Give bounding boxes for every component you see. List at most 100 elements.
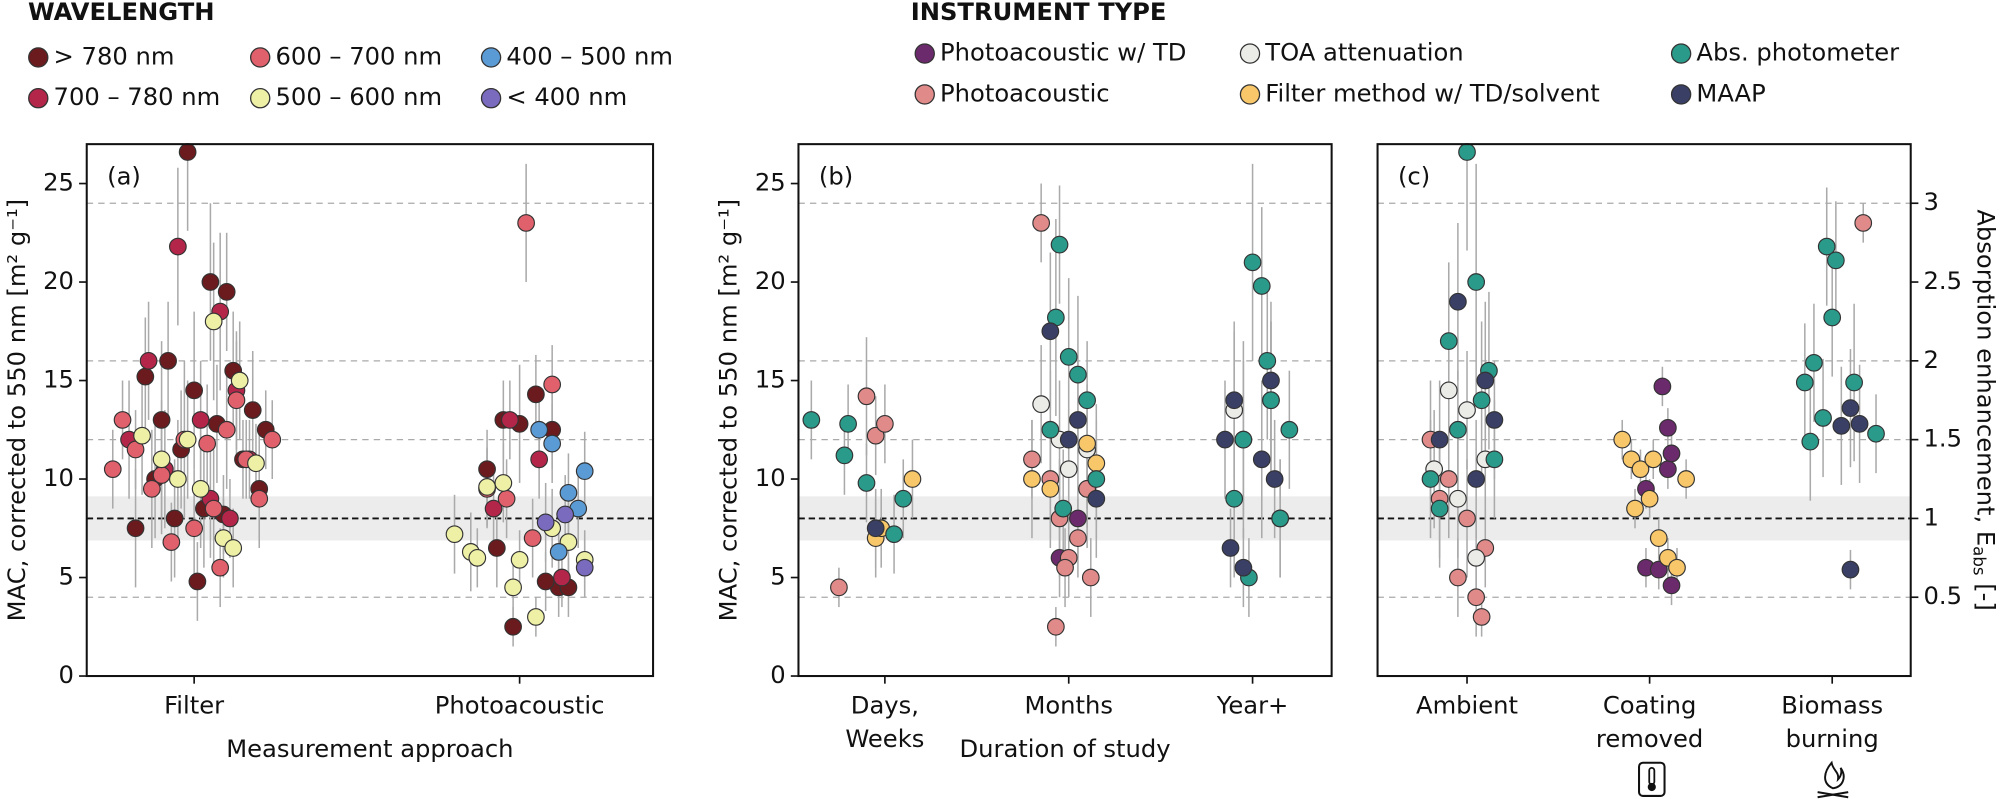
data-point bbox=[169, 237, 187, 256]
x-axis-label: Duration of study bbox=[959, 735, 1170, 763]
data-point bbox=[1252, 450, 1271, 469]
data-point bbox=[1271, 509, 1290, 528]
data-point bbox=[1649, 560, 1668, 579]
data-point bbox=[1659, 418, 1677, 437]
data-point bbox=[1265, 470, 1284, 488]
data-point bbox=[1056, 558, 1074, 577]
legend-marker bbox=[28, 47, 49, 68]
data-point bbox=[504, 578, 522, 597]
data-point bbox=[504, 617, 522, 636]
data-point bbox=[1644, 450, 1663, 469]
data-point bbox=[1023, 470, 1041, 488]
data-point bbox=[494, 474, 513, 492]
y2-tick-label: 0.5 bbox=[1923, 582, 1962, 610]
data-point bbox=[152, 411, 171, 429]
data-point bbox=[478, 478, 496, 496]
data-point bbox=[126, 519, 145, 538]
data-point bbox=[1472, 608, 1491, 626]
plot-frame bbox=[1376, 143, 1912, 678]
data-point bbox=[1467, 470, 1486, 488]
y-axis-label: MAC, corrected to 550 nm [m² g⁻¹] bbox=[3, 199, 31, 621]
data-point bbox=[1814, 409, 1832, 427]
data-point bbox=[250, 489, 269, 508]
data-point bbox=[1467, 273, 1486, 291]
x-tick-label-line: Year+ bbox=[1216, 692, 1289, 720]
data-point bbox=[1458, 509, 1476, 528]
x-tick-label-line: Ambient bbox=[1416, 692, 1518, 720]
data-point bbox=[1626, 499, 1644, 518]
data-point bbox=[1845, 373, 1863, 392]
legend-label: Photoacoustic bbox=[940, 79, 1110, 107]
data-point bbox=[1867, 424, 1885, 443]
data-point bbox=[1421, 470, 1440, 488]
y-tick-label: 25 bbox=[43, 169, 74, 197]
fire-icon bbox=[1817, 760, 1849, 799]
x-tick-label-line: Days, bbox=[851, 692, 919, 720]
data-point bbox=[1225, 489, 1244, 508]
data-point bbox=[1485, 450, 1504, 469]
legend-label: MAAP bbox=[1696, 79, 1765, 107]
data-point bbox=[553, 568, 571, 587]
data-point bbox=[839, 415, 857, 433]
data-point bbox=[1653, 377, 1672, 396]
x-tick-label: Days, Weeks bbox=[845, 692, 924, 753]
data-point bbox=[1659, 460, 1677, 479]
data-point bbox=[1069, 509, 1087, 528]
y2-axis-label: Absorption enhancement, Eabs [-] bbox=[1970, 209, 2000, 611]
data-point bbox=[1032, 395, 1051, 414]
data-point bbox=[857, 387, 876, 406]
legend-label: TOA attenuation bbox=[1264, 39, 1463, 67]
data-point bbox=[517, 214, 535, 232]
y-tick-label: 5 bbox=[770, 563, 785, 591]
legend-marker bbox=[1239, 43, 1261, 64]
data-point bbox=[1069, 365, 1087, 384]
y-tick-label: 25 bbox=[755, 169, 786, 197]
data-point bbox=[500, 411, 519, 429]
y-tick-label: 10 bbox=[43, 464, 74, 492]
data-point bbox=[1078, 391, 1096, 410]
data-point bbox=[1801, 432, 1820, 451]
legend-marker bbox=[480, 88, 502, 109]
data-point bbox=[487, 539, 506, 557]
data-point bbox=[1059, 430, 1078, 449]
data-point bbox=[527, 608, 545, 626]
data-point bbox=[227, 391, 246, 410]
data-point bbox=[497, 489, 516, 508]
data-point bbox=[1050, 235, 1069, 254]
legend-label: < 400 nm bbox=[506, 83, 627, 111]
data-point bbox=[1262, 371, 1280, 390]
data-point bbox=[1069, 529, 1087, 547]
data-point bbox=[1023, 450, 1041, 469]
data-point bbox=[543, 375, 562, 394]
data-point bbox=[1613, 430, 1632, 449]
data-point bbox=[1805, 353, 1823, 372]
data-point bbox=[1854, 214, 1873, 232]
data-point bbox=[857, 474, 876, 492]
plot-frame bbox=[797, 143, 1333, 678]
data-point bbox=[1458, 401, 1476, 419]
y-tick-label: 10 bbox=[755, 464, 786, 492]
data-point bbox=[185, 519, 204, 538]
data-point bbox=[139, 351, 158, 370]
legend-label: 400 – 500 nm bbox=[506, 42, 673, 70]
data-point bbox=[162, 533, 181, 551]
y-tick-label: 15 bbox=[755, 366, 786, 394]
data-point bbox=[191, 411, 210, 429]
legend-label: 600 – 700 nm bbox=[276, 42, 443, 70]
x-tick-label-line: removed bbox=[1596, 725, 1703, 753]
data-point bbox=[1234, 430, 1253, 449]
data-point bbox=[575, 462, 594, 481]
x-tick-label-line: Coating bbox=[1603, 692, 1697, 720]
data-point bbox=[217, 420, 236, 439]
x-tick-label-line: Weeks bbox=[845, 725, 924, 753]
data-point bbox=[1216, 430, 1234, 449]
data-point bbox=[1032, 214, 1051, 232]
y2-tick-label: 1.5 bbox=[1923, 425, 1962, 453]
data-point bbox=[1640, 489, 1659, 508]
y2-tick-label: 2 bbox=[1923, 346, 1938, 374]
data-point bbox=[1472, 391, 1491, 410]
data-point bbox=[468, 548, 487, 567]
legend-marker bbox=[28, 88, 49, 109]
data-point bbox=[575, 558, 594, 577]
data-point bbox=[1662, 576, 1681, 595]
